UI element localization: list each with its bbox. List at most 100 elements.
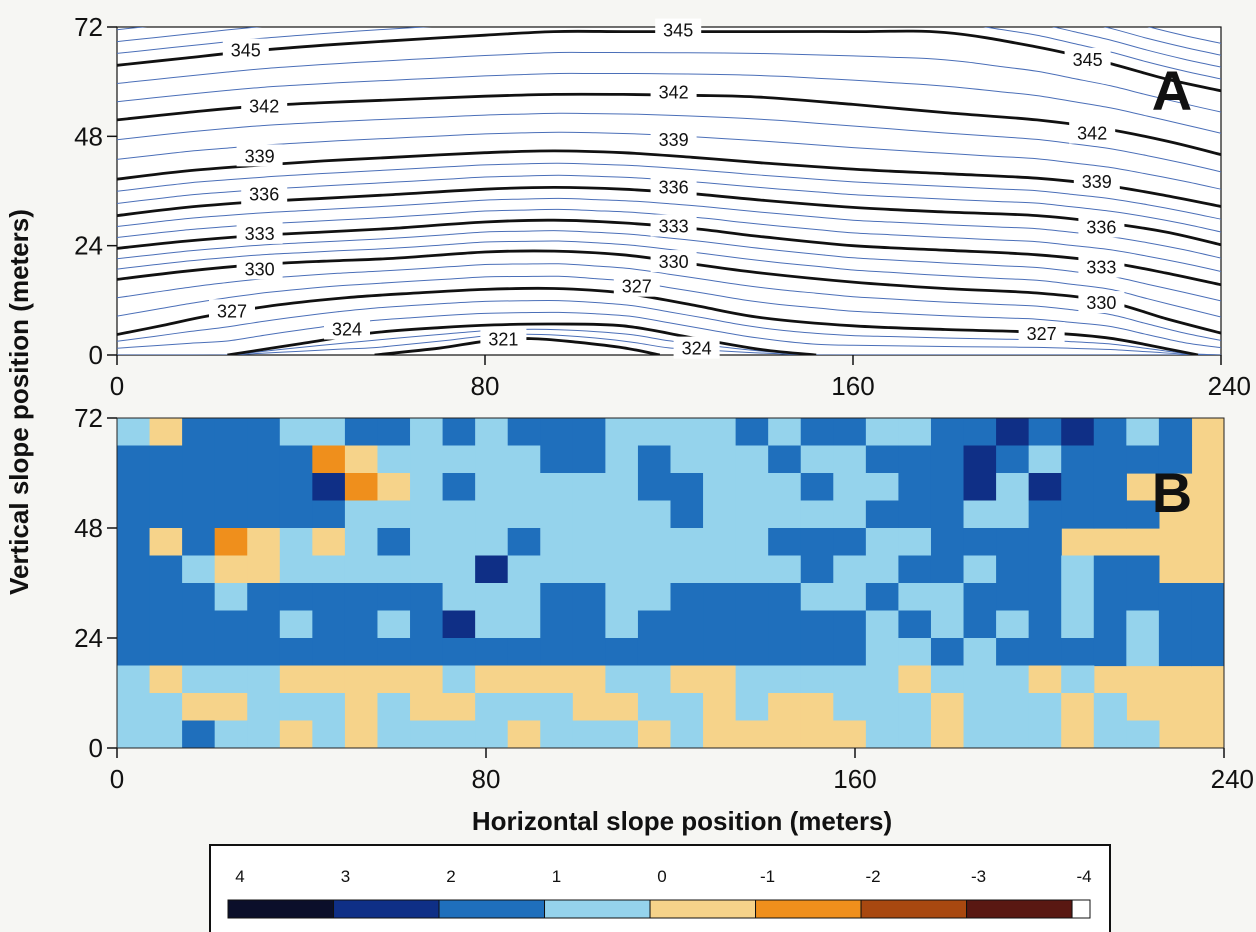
heatmap-cell (507, 665, 541, 694)
heatmap-cell (605, 418, 639, 447)
colorbar-swatch (1071, 899, 1091, 919)
heatmap-cell (507, 445, 541, 474)
heatmap-cell (768, 418, 802, 447)
y-tick-label: 72 (74, 12, 103, 42)
heatmap-cell (475, 418, 509, 447)
contour-label-background (1073, 169, 1120, 192)
heatmap-cell (865, 528, 900, 557)
contour-label-background (650, 127, 697, 150)
heatmap-cell (865, 610, 900, 639)
heatmap-cell (1061, 720, 1095, 748)
heatmap-cell (279, 638, 313, 667)
heatmap-cell (572, 693, 606, 722)
heatmap-cell (833, 720, 867, 748)
heatmap-cell (540, 583, 574, 612)
heatmap-cell (117, 693, 151, 722)
heatmap-cell (312, 665, 346, 694)
colorbar-box (209, 844, 1111, 932)
heatmap-cell (344, 583, 379, 612)
heatmap-cell (898, 610, 932, 639)
heatmap-cell (149, 665, 183, 694)
heatmap-cell (735, 720, 769, 748)
heatmap-cell (182, 638, 216, 667)
heatmap-cell (1028, 720, 1062, 748)
colorbar-tick-label: 3 (341, 867, 350, 886)
heatmap-cell (572, 500, 606, 529)
heatmap-cell (475, 473, 509, 502)
heatmap-cell (117, 555, 151, 584)
heatmap-cell (703, 500, 737, 529)
heatmap-cell (117, 665, 151, 694)
heatmap-cell (442, 418, 476, 447)
heatmap-cell (963, 555, 997, 584)
heatmap-cell (149, 418, 183, 447)
heatmap-cell (1126, 555, 1160, 584)
heatmap-cell (312, 720, 346, 748)
heatmap-cell (475, 665, 509, 694)
heatmap-cell (800, 638, 834, 667)
heatmap-cell (800, 720, 834, 748)
heatmap-cell (247, 500, 281, 529)
heatmap-cell (996, 500, 1030, 529)
heatmap-cell (410, 473, 444, 502)
heatmap-cell (670, 638, 704, 667)
heatmap-cell (865, 473, 900, 502)
heatmap-cell (1028, 500, 1062, 529)
heatmap-cell (572, 473, 606, 502)
colorbar-legend: 4 3 2 1 0 -1 -2 -3 -4 (209, 844, 1111, 932)
heatmap-cell (1061, 665, 1095, 694)
heatmap-cell (963, 610, 997, 639)
x-tick-label: 0 (110, 764, 124, 794)
heatmap-cell (833, 583, 867, 612)
heatmap-cell (377, 693, 411, 722)
heatmap-cell (377, 418, 411, 447)
heatmap-cell (1061, 473, 1095, 502)
heatmap-cell (312, 500, 346, 529)
heatmap-cell (996, 583, 1030, 612)
heatmap-cell (279, 500, 313, 529)
heatmap-cell (1191, 610, 1224, 639)
y-tick-label: 0 (89, 340, 103, 370)
heatmap-cell (410, 720, 444, 748)
heatmap-cell (768, 693, 802, 722)
heatmap-cell (703, 555, 737, 584)
heatmap-cell (507, 583, 541, 612)
heatmap-cell (214, 610, 248, 639)
heatmap-cell (312, 638, 346, 667)
minor-contour-line (117, 197, 1221, 259)
heatmap-cell (214, 720, 248, 748)
heatmap-cell (540, 720, 574, 748)
contour-label-background (209, 299, 255, 322)
heatmap-cell (149, 720, 183, 748)
heatmap-cell (637, 720, 672, 748)
heatmap-cell (605, 445, 639, 474)
heatmap-cell (214, 583, 248, 612)
heatmap-cell (149, 500, 183, 529)
heatmap-cell (377, 528, 411, 557)
heatmap-cell (768, 555, 802, 584)
heatmap-cell (670, 500, 704, 529)
heatmap-cell (247, 418, 281, 447)
panel-b-heatmap: 0 80 160 240 0 24 48 72 B (74, 403, 1254, 794)
heatmap-cell (1061, 418, 1095, 447)
heatmap-cell (572, 665, 606, 694)
heatmap-cell (312, 693, 346, 722)
heatmap-cell (475, 583, 509, 612)
contour-label-background (236, 221, 283, 244)
x-tick-label: 160 (831, 371, 874, 401)
heatmap-cell (865, 638, 900, 667)
heatmap-cell (930, 418, 965, 447)
heatmap-cell (768, 473, 802, 502)
heatmap-cell (833, 610, 867, 639)
heatmap-cell (865, 720, 900, 748)
heatmap-cell (898, 445, 932, 474)
heatmap-cell (1061, 500, 1095, 529)
heatmap-cell (1061, 638, 1095, 667)
heatmap-cell (182, 720, 216, 748)
heatmap-cell (637, 500, 672, 529)
minor-contour-line (117, 72, 1221, 134)
heatmap-cell (149, 555, 183, 584)
heatmap-cell (833, 500, 867, 529)
colorbar-tick-label: 2 (446, 867, 455, 886)
